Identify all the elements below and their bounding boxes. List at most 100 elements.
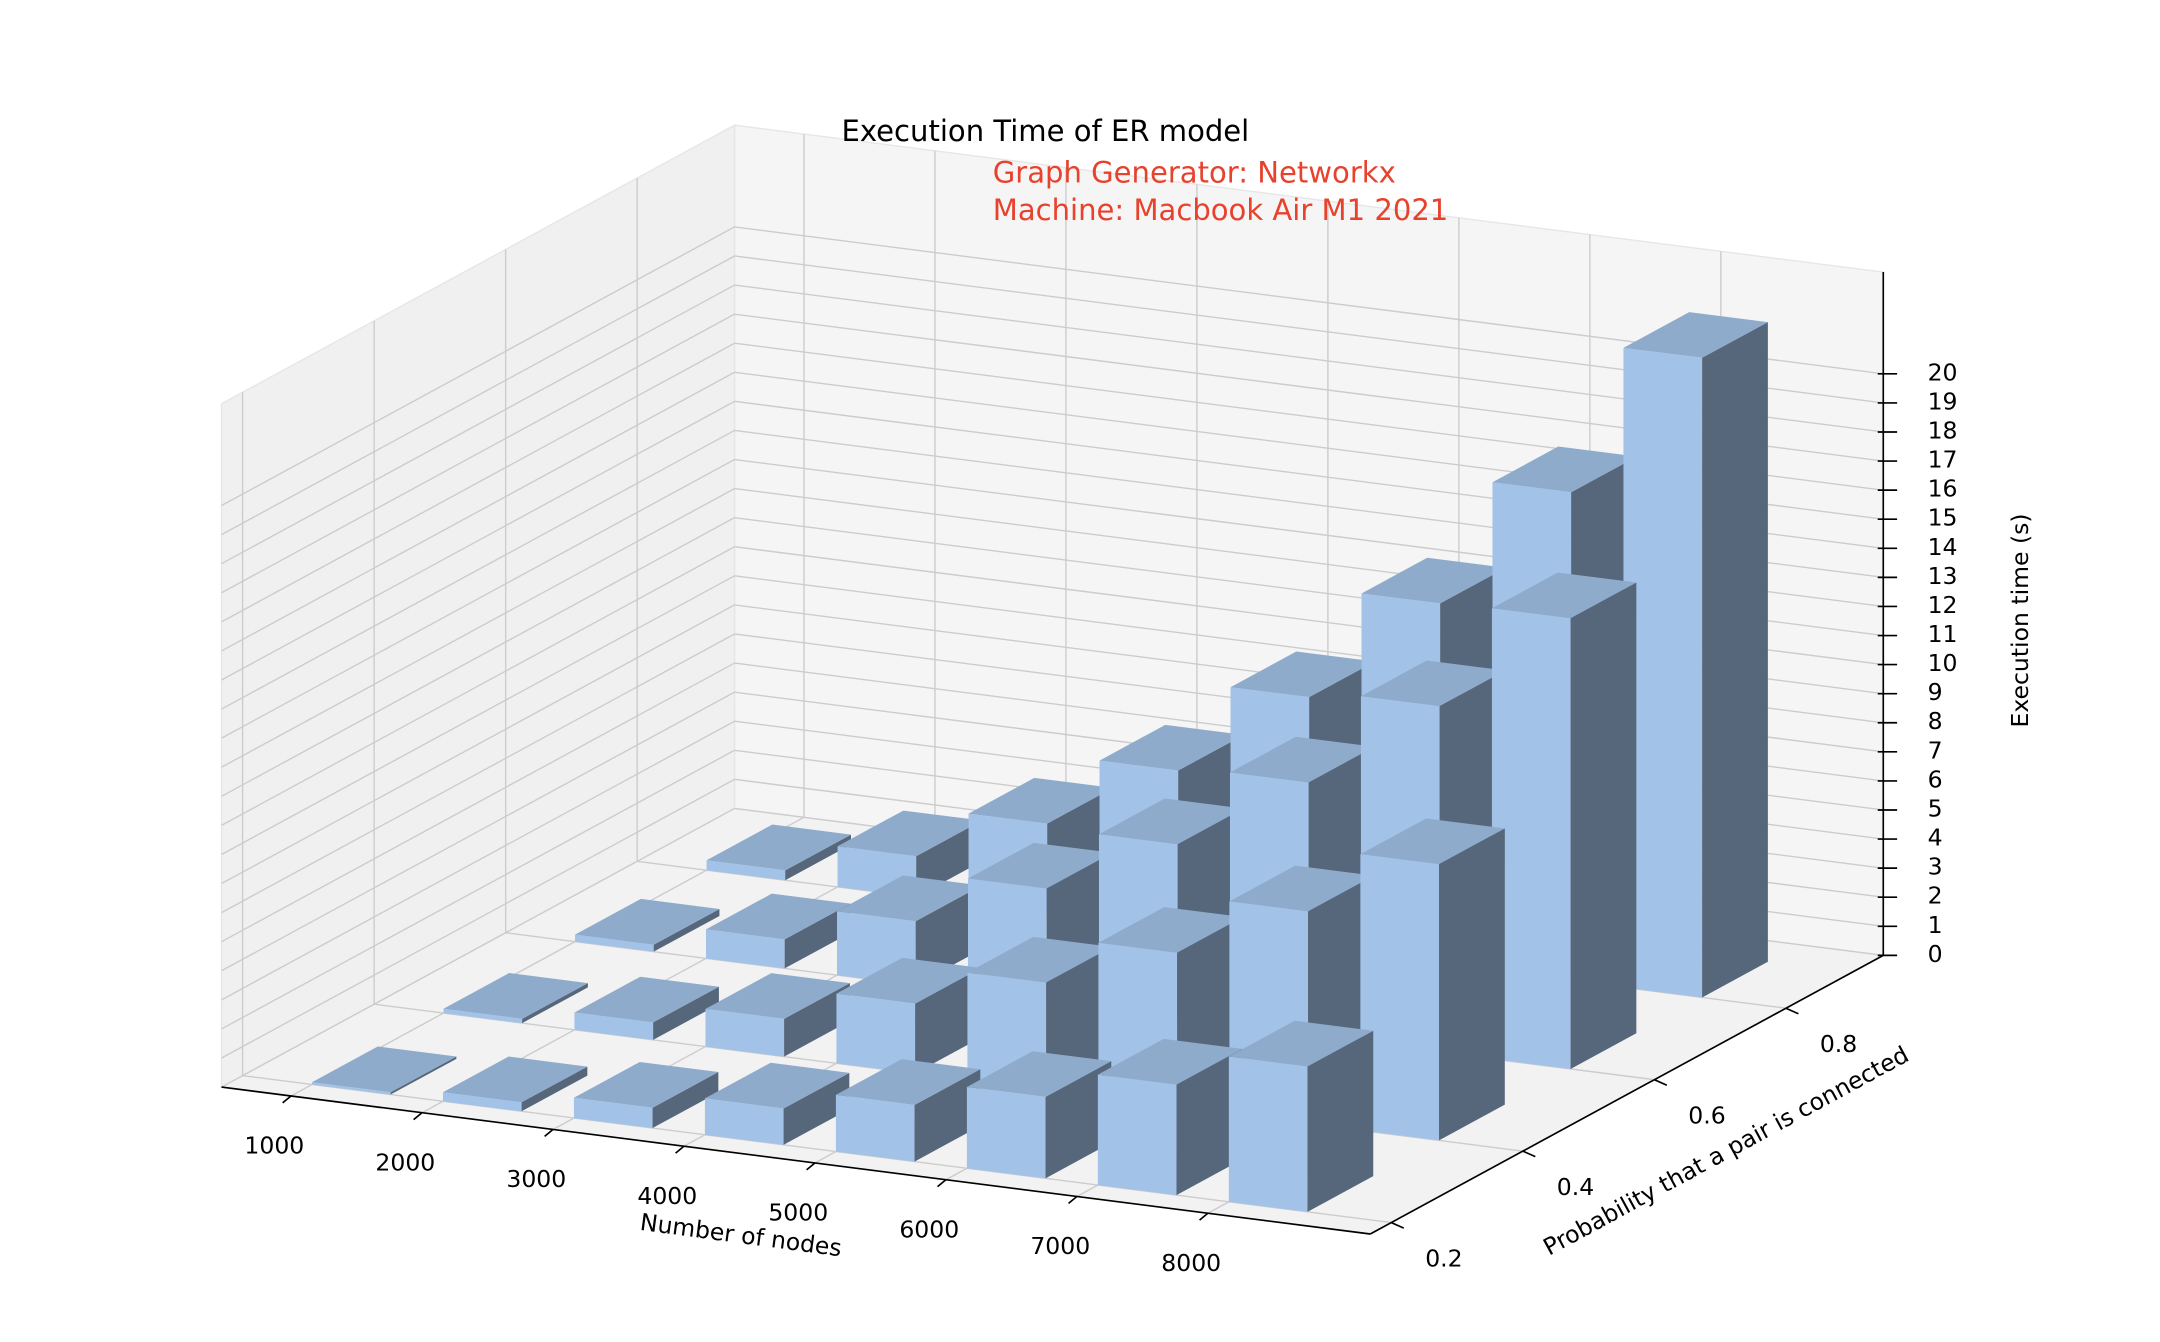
- z-tick-label: 11: [1928, 620, 1958, 648]
- bar-front: [1491, 608, 1571, 1069]
- tick-mark: [675, 1145, 685, 1154]
- bar-side: [653, 909, 720, 952]
- bar-top: [835, 1059, 981, 1105]
- bar-side: [390, 1056, 457, 1095]
- bar-top: [311, 1046, 457, 1093]
- bar-top: [1230, 651, 1375, 698]
- bar-top: [1097, 1038, 1243, 1085]
- grid-line: [221, 720, 735, 1001]
- grid-line: [221, 487, 735, 768]
- bar: [573, 1062, 719, 1129]
- tick-mark: [1068, 1195, 1078, 1205]
- z-tick-label: 9: [1928, 678, 1943, 706]
- z-tick-label: 18: [1928, 416, 1958, 444]
- grid-line: [221, 226, 735, 507]
- bar-front: [706, 929, 785, 969]
- bar-top: [837, 810, 982, 857]
- tick-mark: [282, 1095, 292, 1104]
- z-tick-label: 16: [1928, 475, 1958, 503]
- grid-line: [221, 778, 735, 1059]
- bar: [835, 1059, 981, 1162]
- y-tick-label: 0.8: [1820, 1030, 1857, 1058]
- x-tick-label: 1000: [244, 1132, 304, 1160]
- grid-line: [221, 255, 735, 536]
- bar-side: [915, 885, 982, 986]
- bar-top: [968, 777, 1113, 824]
- bar-side: [1702, 322, 1768, 998]
- bar-top: [1229, 865, 1374, 912]
- tick-mark: [1522, 1150, 1536, 1158]
- bar-side: [1046, 946, 1112, 1091]
- bar-side: [1045, 1061, 1112, 1179]
- bar: [704, 1062, 850, 1145]
- bar: [1097, 1038, 1243, 1196]
- bar-side: [784, 903, 851, 969]
- bar-front: [575, 934, 654, 952]
- bar-top: [1360, 818, 1505, 865]
- bar: [442, 1056, 588, 1112]
- bar: [1360, 818, 1505, 1141]
- subtitle: Graph Generator: Networkx: [993, 156, 1396, 190]
- grid-line: [221, 604, 735, 885]
- grid-line: [221, 691, 735, 972]
- bar-top: [573, 1062, 719, 1108]
- grid-line: [221, 546, 735, 826]
- z-tick-label: 7: [1928, 736, 1943, 764]
- grid-line: [221, 575, 735, 856]
- bar: [1228, 1020, 1374, 1212]
- grid-line: [221, 342, 735, 623]
- z-tick-label: 14: [1928, 533, 1958, 561]
- bar: [966, 1051, 1112, 1179]
- bar-side: [1176, 1048, 1243, 1196]
- bar-front: [1228, 1056, 1308, 1212]
- bar-top: [1099, 724, 1244, 771]
- bar: [574, 976, 719, 1040]
- bar-top: [1228, 1020, 1374, 1067]
- z-tick-label: 4: [1928, 824, 1943, 852]
- z-tick-label: 19: [1928, 387, 1958, 415]
- bar: [1491, 572, 1637, 1069]
- bar-top: [1229, 736, 1375, 783]
- grid-line: [221, 284, 735, 565]
- bar: [706, 893, 851, 969]
- bar-side: [653, 986, 719, 1040]
- grid-line: [221, 458, 735, 739]
- bar-top: [704, 1062, 850, 1109]
- z-tick-label: 17: [1928, 446, 1958, 474]
- tick-mark: [1785, 1007, 1799, 1015]
- bar-top: [1098, 798, 1244, 845]
- bar-front: [1360, 854, 1440, 1141]
- bar-side: [784, 983, 850, 1057]
- bar-side: [1570, 582, 1637, 1069]
- bar-top: [706, 893, 851, 940]
- tick-mark: [413, 1112, 423, 1121]
- grid-line: [221, 371, 735, 652]
- grid-line: [221, 807, 735, 1088]
- bar-side: [783, 1072, 850, 1145]
- y-tick-label: 0.6: [1688, 1102, 1725, 1130]
- x-tick-label: 4000: [637, 1182, 697, 1210]
- chart-title: Execution Time of ER model: [842, 114, 1250, 148]
- z-tick-label: 10: [1928, 649, 1958, 677]
- grid-line: [221, 517, 735, 797]
- grid-line: [242, 1074, 1392, 1224]
- bar-side: [914, 1069, 981, 1162]
- bar-side: [1439, 828, 1505, 1141]
- z-tick-label: 15: [1928, 504, 1958, 532]
- bar-side: [785, 834, 851, 881]
- bar-top: [442, 1056, 588, 1103]
- grid-line: [221, 662, 735, 943]
- grid-line: [221, 400, 735, 681]
- bar-front: [573, 1097, 653, 1129]
- grid-line: [221, 429, 735, 710]
- bar-front: [705, 1008, 785, 1057]
- bar-side: [522, 983, 588, 1024]
- bar: [706, 824, 851, 881]
- z-tick-label: 3: [1928, 853, 1943, 881]
- bar-front: [442, 1092, 522, 1112]
- tick-mark: [937, 1179, 947, 1188]
- bar-front: [311, 1082, 391, 1095]
- y-axis-line: [1369, 954, 1884, 1235]
- grid-line: [221, 313, 735, 594]
